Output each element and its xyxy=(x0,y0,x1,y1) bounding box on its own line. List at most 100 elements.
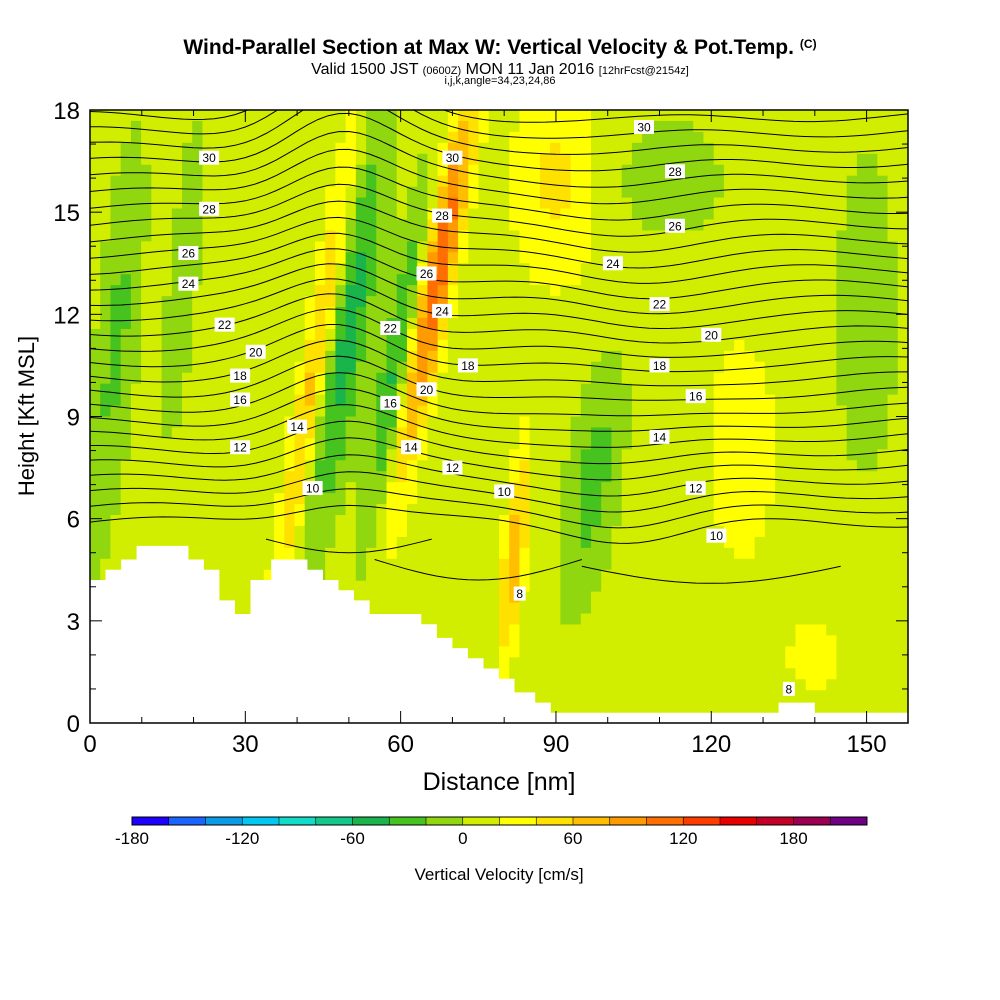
w-cell xyxy=(192,515,204,527)
w-cell xyxy=(171,186,183,199)
w-cell xyxy=(550,668,561,680)
w-cell xyxy=(509,525,521,538)
w-cell xyxy=(182,438,193,450)
w-cell xyxy=(621,613,633,626)
w-cell xyxy=(335,515,347,527)
w-cell xyxy=(509,668,521,680)
w-cell xyxy=(560,263,572,275)
w-cell xyxy=(335,110,347,122)
w-cell xyxy=(785,175,797,188)
w-cell xyxy=(764,241,776,253)
w-cell xyxy=(672,536,684,549)
contour-label: 10 xyxy=(302,481,323,496)
w-cell xyxy=(815,635,827,647)
w-cell xyxy=(202,274,214,286)
w-cell xyxy=(294,110,306,122)
w-cell xyxy=(437,536,449,549)
w-cell xyxy=(846,624,858,637)
w-cell xyxy=(519,120,531,133)
w-cell xyxy=(815,175,827,188)
w-cell xyxy=(652,197,664,210)
w-cell xyxy=(263,219,275,232)
w-cell xyxy=(222,438,234,450)
w-cell xyxy=(703,307,715,319)
w-cell xyxy=(805,307,817,319)
w-cell xyxy=(386,175,398,188)
w-cell xyxy=(345,142,357,155)
w-cell xyxy=(631,657,643,669)
w-cell xyxy=(335,438,347,450)
w-cell xyxy=(376,120,388,133)
w-cell xyxy=(335,296,347,308)
w-cell xyxy=(427,110,439,122)
w-cell xyxy=(836,241,848,253)
w-cell xyxy=(447,296,459,308)
w-cell xyxy=(325,394,336,407)
w-cell xyxy=(591,394,602,407)
w-cell xyxy=(550,219,561,232)
w-cell xyxy=(580,307,592,319)
w-cell xyxy=(141,493,152,505)
w-cell xyxy=(805,285,817,297)
w-cell xyxy=(100,296,112,308)
w-cell xyxy=(355,558,367,571)
w-cell xyxy=(683,438,694,450)
w-cell xyxy=(897,493,908,505)
w-cell xyxy=(325,142,336,155)
w-cell xyxy=(867,142,878,155)
theta-line xyxy=(90,454,908,497)
contour-label-text: 18 xyxy=(233,369,247,383)
contour-label: 10 xyxy=(706,528,727,543)
w-cell xyxy=(867,646,878,658)
valid-date: MON 11 Jan 2016 xyxy=(465,61,595,78)
w-cell xyxy=(529,525,541,538)
w-cell xyxy=(161,164,173,177)
w-cell xyxy=(785,230,797,242)
w-cell xyxy=(100,427,112,439)
w-cell xyxy=(683,580,694,593)
w-cell xyxy=(509,547,521,560)
contour-label: 16 xyxy=(380,395,401,410)
w-cell xyxy=(539,635,551,647)
w-cell xyxy=(182,219,193,232)
w-cell xyxy=(417,307,429,319)
w-cell xyxy=(406,493,418,505)
w-cell xyxy=(437,110,449,122)
w-cell xyxy=(611,186,623,199)
w-cell xyxy=(192,405,204,418)
w-cell xyxy=(314,372,326,385)
w-cell xyxy=(233,175,244,188)
w-cell xyxy=(683,536,694,549)
w-cell xyxy=(815,219,827,232)
contour-label-bg xyxy=(494,484,515,499)
w-cell xyxy=(795,328,807,341)
contour-label: 28 xyxy=(432,208,453,223)
w-cell xyxy=(141,394,152,407)
w-cell xyxy=(447,164,459,177)
w-cell xyxy=(550,427,561,439)
w-cell xyxy=(887,230,899,242)
w-cell xyxy=(734,197,745,210)
w-cell xyxy=(427,405,439,418)
w-cell xyxy=(642,690,653,702)
w-cell xyxy=(141,219,152,232)
w-cell xyxy=(478,624,490,637)
w-cell xyxy=(284,515,296,527)
w-cell xyxy=(642,613,653,626)
w-cell xyxy=(253,317,265,330)
w-cell xyxy=(355,186,367,199)
w-cell xyxy=(345,580,357,593)
w-cell xyxy=(447,197,459,210)
w-cell xyxy=(478,120,490,133)
w-cell xyxy=(458,416,469,429)
contour-label-text: 10 xyxy=(498,485,512,499)
colorbar-swatch xyxy=(389,817,427,825)
w-cell xyxy=(652,416,664,429)
w-cell xyxy=(601,328,613,341)
w-cell xyxy=(826,186,838,199)
w-cell xyxy=(570,602,582,615)
w-cell xyxy=(130,372,142,385)
w-cell xyxy=(182,307,193,319)
w-cell xyxy=(621,274,633,286)
w-cell xyxy=(233,274,244,286)
